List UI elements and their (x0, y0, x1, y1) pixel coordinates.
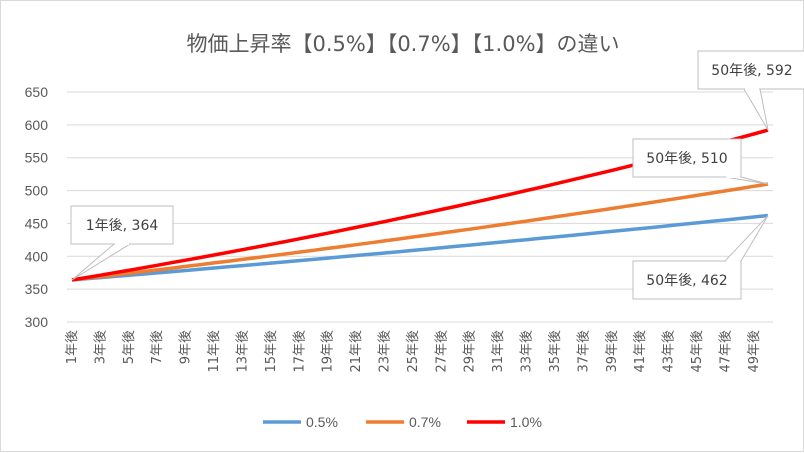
x-tick-label: 21年後 (349, 330, 364, 373)
callout-box (632, 138, 742, 178)
x-tick-label: 35年後 (548, 330, 563, 373)
callout-pointer (724, 176, 769, 185)
y-tick-label: 600 (25, 117, 49, 133)
legend-item-0.5%: 0.5% (263, 414, 338, 430)
x-tick-label: 33年後 (520, 330, 535, 373)
x-tick-label: 7年後 (150, 330, 165, 364)
legend-item-0.7%: 0.7% (366, 414, 441, 430)
x-axis-ticks: 1年後 3年後 5年後 7年後 9年後 11年後 13年後 15年後 17年後 19年後 21年後 2… (65, 330, 762, 373)
x-tick-label: 17年後 (292, 330, 307, 373)
x-tick-label: 49年後 (747, 330, 762, 373)
callout-0: 1年後, 364 (70, 205, 174, 281)
data-label: 50年後, 510 (646, 151, 727, 167)
x-tick-label: 3年後 (93, 330, 108, 364)
x-tick-label: 31年後 (491, 330, 506, 373)
x-tick-label: 13年後 (235, 330, 250, 373)
x-tick-label: 39年後 (605, 330, 620, 373)
x-tick-label: 29年後 (463, 330, 478, 373)
callout-pointer (743, 88, 769, 131)
legend-label: 0.5% (306, 414, 338, 430)
x-tick-label: 9年後 (179, 330, 194, 364)
x-tick-label: 23年後 (377, 330, 392, 373)
data-label: 50年後, 592 (711, 63, 792, 79)
callout-box (70, 205, 174, 245)
y-axis-ticks: 300 350 400 450 500 550 600 650 (25, 84, 49, 330)
x-tick-label: 19年後 (321, 330, 336, 373)
legend-item-1.0%: 1.0% (467, 414, 542, 430)
callout-1: 50年後, 592 (697, 50, 804, 131)
series-line-0.7% (71, 182, 769, 282)
y-tick-label: 550 (25, 150, 49, 166)
series-line-0.5% (71, 213, 769, 282)
x-tick-label: 25年後 (406, 330, 421, 373)
data-label: 50年後, 462 (646, 273, 727, 289)
callout-3: 50年後, 462 (632, 215, 769, 300)
legend-label: 1.0% (510, 414, 542, 430)
x-tick-label: 47年後 (718, 330, 733, 373)
legend-label: 0.7% (409, 414, 441, 430)
x-tick-label: 27年後 (434, 330, 449, 373)
x-tick-label: 41年後 (633, 330, 648, 373)
callout-box (632, 260, 742, 300)
chart-title: 物価上昇率【0.5%】【0.7%】【1.0%】の違い (186, 32, 619, 56)
x-tick-label: 43年後 (662, 330, 677, 373)
x-tick-label: 1年後 (65, 330, 80, 364)
x-tick-label: 5年後 (122, 330, 137, 364)
x-tick-label: 37年後 (576, 330, 591, 373)
legend: 0.5% 0.7% 1.0% (263, 414, 542, 430)
x-tick-label: 45年後 (690, 330, 705, 373)
y-tick-label: 350 (25, 281, 49, 297)
gridlines (67, 91, 773, 290)
y-tick-label: 300 (25, 314, 49, 330)
y-tick-label: 450 (25, 215, 49, 231)
x-tick-label: 15年後 (264, 330, 279, 373)
x-tick-label: 11年後 (207, 330, 222, 373)
y-tick-label: 400 (25, 248, 49, 264)
y-tick-label: 650 (25, 84, 49, 100)
callout-pointer (71, 243, 131, 281)
callout-pointer (724, 215, 769, 262)
data-label: 1年後, 364 (86, 218, 159, 234)
callout-2: 50年後, 510 (632, 138, 769, 185)
data-callouts: 1年後, 364 50年後, 592 50年後, 510 50年後, 462 (70, 50, 804, 300)
y-tick-label: 500 (25, 183, 49, 199)
